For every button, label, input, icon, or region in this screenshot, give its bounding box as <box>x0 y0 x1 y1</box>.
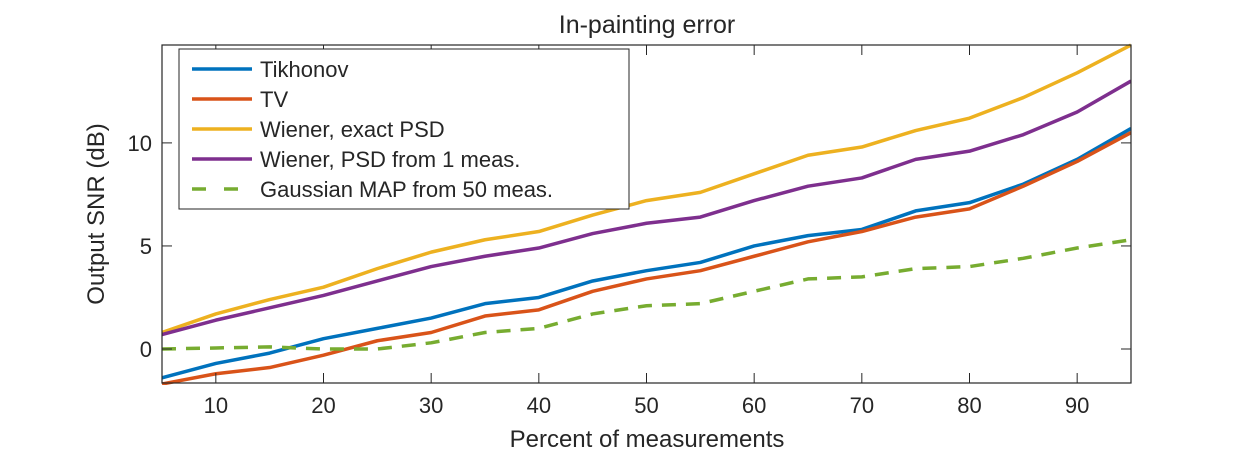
legend-label-3: Wiener, exact PSD <box>260 117 445 142</box>
x-tick-label: 20 <box>311 393 335 418</box>
legend: Tikhonov TV Wiener, exact PSD Wiener, PSD f… <box>178 48 630 210</box>
x-axis-label: Percent of measurements <box>510 426 785 453</box>
series-line-3 <box>162 43 1131 335</box>
x-tick-label: 90 <box>1065 393 1089 418</box>
legend-label-4: Wiener, PSD from 1 meas. <box>260 147 520 172</box>
series-line-4 <box>162 79 1131 337</box>
x-tick-label: 50 <box>634 393 658 418</box>
x-tick-label: 30 <box>419 393 443 418</box>
series-line-2 <box>162 131 1131 385</box>
legend-label-5: Gaussian MAP from 50 meas. <box>260 177 553 202</box>
legend-label-2: TV <box>260 87 288 112</box>
series-line-1 <box>162 126 1131 380</box>
x-tick-label: 70 <box>850 393 874 418</box>
legend-box <box>178 48 630 210</box>
y-tick-label: 5 <box>140 234 152 259</box>
x-tick-label: 80 <box>957 393 981 418</box>
chart-title: In-painting error <box>559 11 735 39</box>
x-tick-label: 60 <box>742 393 766 418</box>
x-tick-label: 10 <box>204 393 228 418</box>
x-tick-label: 40 <box>527 393 551 418</box>
legend-label-1: Tikhonov <box>260 57 348 82</box>
y-axis-label: Output SNR (dB) <box>83 123 110 304</box>
y-tick-label: 0 <box>140 337 152 362</box>
y-tick-label: 10 <box>128 131 152 156</box>
series-line-5 <box>162 238 1131 351</box>
